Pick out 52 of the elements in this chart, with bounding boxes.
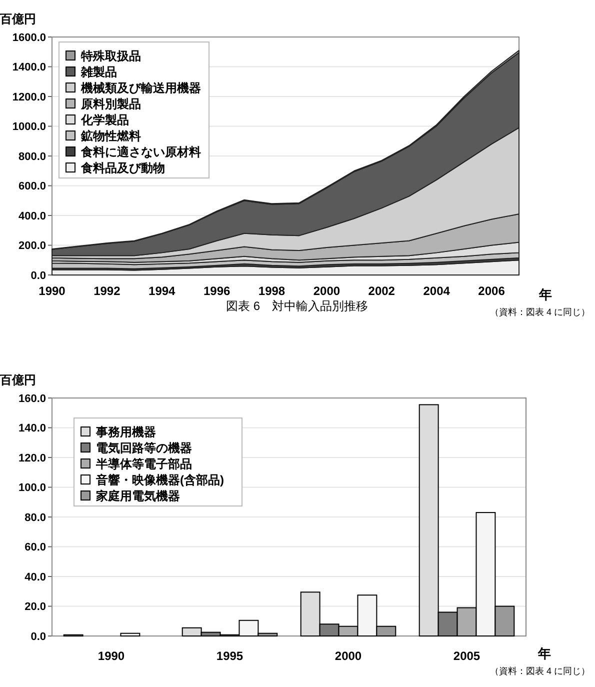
text: （資料：図表 4 に同じ）: [490, 666, 590, 676]
y-tick-label: 0.0: [30, 270, 46, 282]
legend-label: 食料に適さない原材料: [80, 145, 201, 160]
x-tick-label: 2002: [368, 284, 396, 298]
y-tick-label: 0.0: [30, 630, 46, 643]
x-tick-label: 2004: [423, 284, 450, 298]
text: （資料：図表 4 に同じ）: [490, 307, 590, 317]
y-tick-label: 1000.0: [12, 121, 46, 134]
legend-label: 食料品及び動物: [80, 161, 165, 176]
x-tick-label: 1990: [38, 284, 66, 298]
y-tick-label: 80.0: [24, 512, 46, 524]
x-tick-label: 2000: [334, 649, 362, 663]
legend-label: 電気回路等の機器: [96, 441, 192, 456]
y-axis-title: 百億円: [0, 12, 36, 26]
text: 図表 6 対中輸入品別推移: [226, 299, 368, 313]
legend-label: 化学製品: [80, 113, 129, 128]
x-tick-label: 1996: [203, 284, 230, 298]
legend-label: 原料別製品: [80, 97, 141, 112]
x-tick-label: 1995: [216, 649, 244, 663]
legend-label: 事務用機器: [95, 425, 156, 440]
bar: [120, 632, 140, 636]
y-tick-label: 1600.0: [12, 32, 46, 44]
y-tick-label: 120.0: [18, 452, 46, 464]
y-tick-label: 200.0: [18, 240, 46, 252]
y-tick-label: 1200.0: [12, 91, 46, 104]
y-tick-label: 60.0: [24, 542, 46, 554]
y-tick-label: 160.0: [18, 392, 46, 405]
x-tick-label: 1990: [98, 649, 125, 663]
x-axis-title: 年: [537, 646, 551, 661]
y-tick-label: 140.0: [18, 422, 46, 435]
legend-label: 家庭用電気機器: [95, 489, 180, 504]
legend-label: 雑製品: [80, 65, 117, 80]
x-tick-label: 1998: [258, 284, 286, 298]
legend-label: 半導体等電子部品: [95, 457, 192, 472]
legend-label: 鉱物性燃料: [80, 129, 141, 144]
x-tick-label: 1994: [148, 284, 176, 298]
x-tick-label: 1992: [94, 284, 121, 298]
y-tick-label: 800.0: [18, 150, 46, 163]
y-tick-label: 20.0: [24, 601, 46, 614]
legend-label: 機械類及び輸送用機器: [80, 81, 201, 96]
x-tick-label: 2006: [478, 284, 506, 298]
legend-label: 音響・映像機器(含部品): [95, 473, 224, 488]
x-tick-label: 2000: [313, 284, 340, 298]
y-tick-label: 600.0: [18, 180, 46, 193]
legend-label: 特殊取扱品: [80, 49, 141, 64]
y-tick-label: 400.0: [18, 210, 46, 222]
y-tick-label: 40.0: [24, 571, 46, 584]
x-tick-label: 2005: [453, 649, 480, 663]
y-tick-label: 1400.0: [12, 62, 46, 74]
y-axis-title: 百億円: [0, 373, 36, 387]
y-tick-label: 100.0: [18, 482, 46, 494]
x-axis-title: 年: [538, 287, 552, 302]
